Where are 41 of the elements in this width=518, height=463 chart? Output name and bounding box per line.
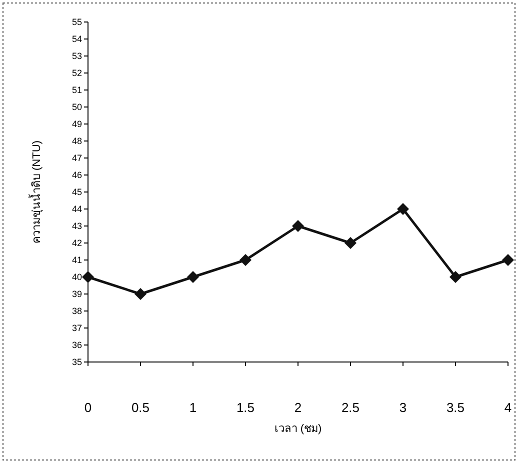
- x-tick-label: 3.5: [446, 400, 465, 415]
- y-tick-label: 38: [72, 306, 82, 316]
- y-axis-title: ความขุ่นน้ำดิบ (NTU): [28, 140, 43, 244]
- y-tick-label: 48: [72, 136, 82, 146]
- point: [397, 203, 409, 215]
- y-tick-label: 54: [72, 34, 82, 44]
- point: [502, 254, 514, 266]
- y-tick-label: 55: [72, 17, 82, 27]
- y-tick-label: 36: [72, 340, 82, 350]
- point: [450, 271, 462, 283]
- y-tick-label: 49: [72, 119, 82, 129]
- point: [344, 237, 356, 249]
- y-tick-label: 41: [72, 255, 82, 265]
- y-tick-label: 50: [72, 102, 82, 112]
- y-tick-label: 46: [72, 170, 82, 180]
- y-tick-label: 42: [72, 238, 82, 248]
- y-tick-label: 43: [72, 221, 82, 231]
- point: [82, 271, 94, 283]
- x-tick-label: 1.5: [236, 400, 255, 415]
- y-tick-label: 45: [72, 187, 82, 197]
- y-tick-label: 53: [72, 51, 82, 61]
- y-tick-label: 51: [72, 85, 82, 95]
- y-tick-label: 37: [72, 323, 82, 333]
- y-tick-label: 52: [72, 68, 82, 78]
- point: [187, 271, 199, 283]
- y-tick-label: 35: [72, 357, 82, 367]
- x-tick-label: 2.5: [341, 400, 360, 415]
- point: [134, 288, 146, 300]
- y-tick-label: 39: [72, 289, 82, 299]
- x-tick-label: 0.5: [131, 400, 150, 415]
- x-tick-label: 0: [84, 400, 92, 415]
- x-tick-label: 3: [399, 400, 407, 415]
- y-tick-label: 44: [72, 204, 82, 214]
- x-tick-label: 2: [294, 400, 302, 415]
- point: [240, 254, 252, 266]
- x-tick-label: 1: [189, 400, 197, 415]
- x-axis-title: เวลา (ชม): [274, 423, 322, 435]
- x-tick-label: 4: [504, 400, 512, 415]
- y-tick-label: 47: [72, 153, 82, 163]
- point: [292, 220, 304, 232]
- y-tick-label: 40: [72, 272, 82, 282]
